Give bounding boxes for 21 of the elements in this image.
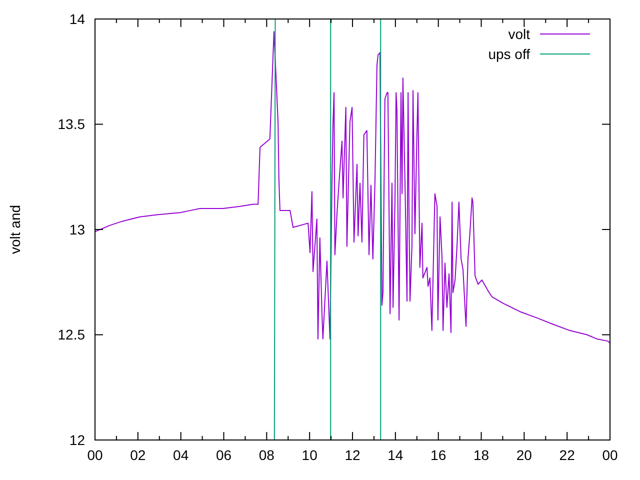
x-tick-label: 22	[559, 447, 576, 463]
legend-label: volt	[508, 26, 530, 42]
x-tick-label: 04	[173, 447, 189, 463]
x-tick-label: 00	[602, 447, 618, 463]
y-tick-label: 14	[69, 10, 86, 27]
y-tick-label: 13.5	[58, 116, 86, 132]
x-tick-label: 02	[130, 447, 146, 463]
y-tick-label: 13	[69, 221, 86, 238]
x-tick-label: 06	[216, 447, 232, 463]
x-tick-label: 14	[388, 447, 404, 463]
x-tick-label: 00	[87, 447, 103, 463]
x-tick-label: 20	[516, 447, 532, 463]
y-tick-label: 12.5	[58, 326, 86, 343]
legend-label: ups off	[488, 46, 530, 62]
x-tick-label: 10	[302, 447, 318, 463]
x-tick-label: 18	[473, 447, 490, 463]
x-tick-label: 16	[430, 447, 446, 463]
x-tick-label: 12	[344, 447, 360, 463]
x-tick-label: 08	[258, 447, 275, 463]
y-tick-label: 12	[69, 432, 86, 448]
y-axis-title: volt and	[7, 204, 23, 254]
